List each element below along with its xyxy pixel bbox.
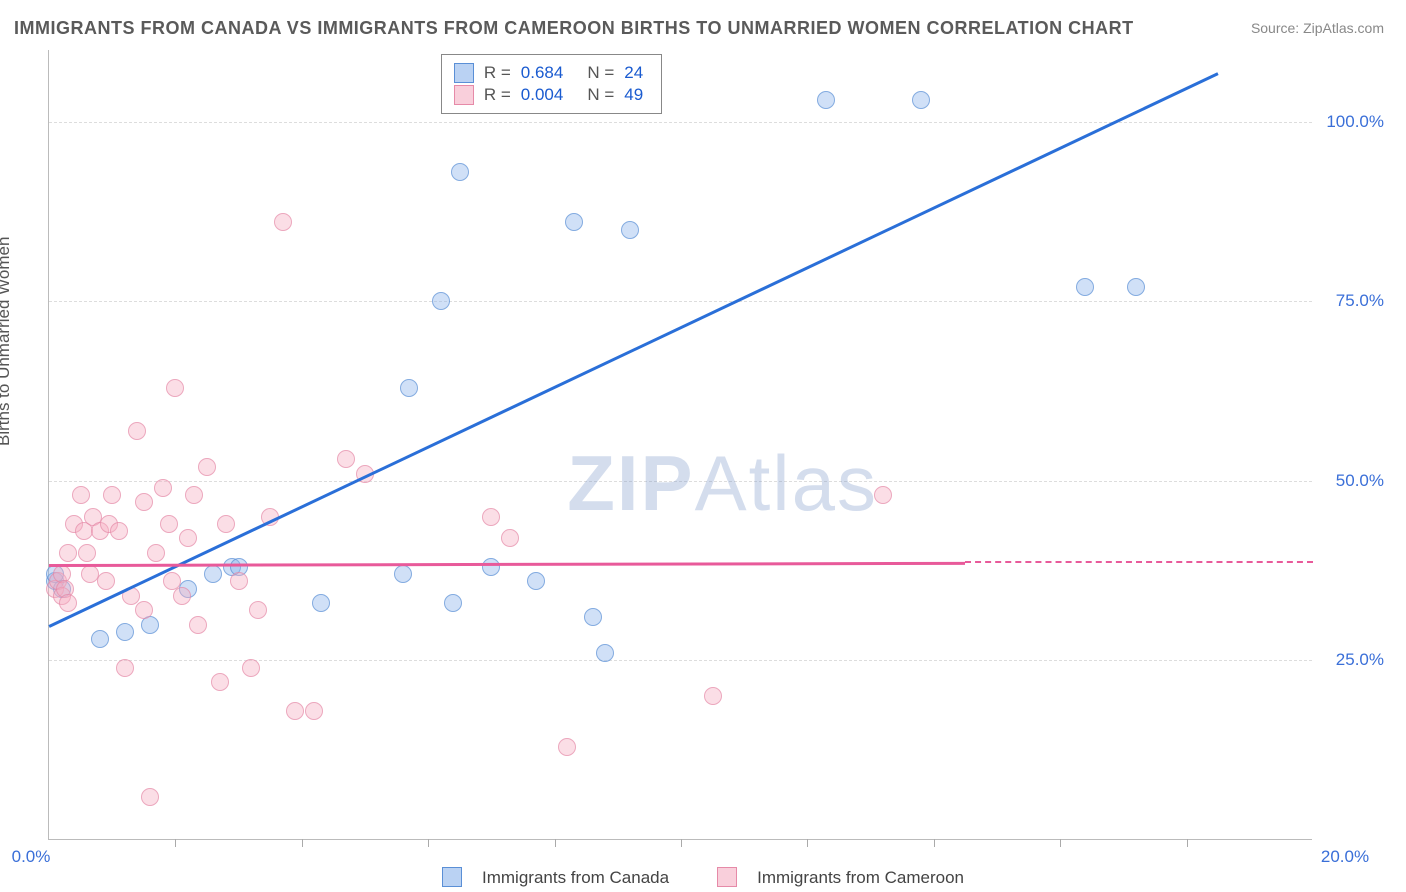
scatter-point (147, 544, 165, 562)
scatter-point (242, 659, 260, 677)
scatter-point (141, 788, 159, 806)
scatter-point (135, 601, 153, 619)
scatter-point (211, 673, 229, 691)
x-tick (175, 839, 176, 847)
scatter-point (189, 616, 207, 634)
scatter-point (166, 379, 184, 397)
legend-swatch (454, 63, 474, 83)
legend-swatch (717, 867, 737, 887)
scatter-point (337, 450, 355, 468)
scatter-point (584, 608, 602, 626)
scatter-point (91, 630, 109, 648)
scatter-point (59, 594, 77, 612)
regression-line (48, 72, 1218, 627)
legend-r-label: R = (484, 85, 511, 105)
x-tick (428, 839, 429, 847)
scatter-point (482, 558, 500, 576)
regression-line (965, 561, 1313, 563)
legend-n-label: N = (587, 85, 614, 105)
scatter-point (204, 565, 222, 583)
scatter-point (312, 594, 330, 612)
x-tick (302, 839, 303, 847)
scatter-point (621, 221, 639, 239)
scatter-point (451, 163, 469, 181)
scatter-point (874, 486, 892, 504)
y-axis-title: Births to Unmarried Women (0, 237, 14, 446)
scatter-point (394, 565, 412, 583)
scatter-point (217, 515, 235, 533)
scatter-point (173, 587, 191, 605)
legend-r-label: R = (484, 63, 511, 83)
scatter-point (527, 572, 545, 590)
x-tick (681, 839, 682, 847)
legend-r-value[interactable]: 0.004 (521, 85, 564, 105)
source-label: Source: ZipAtlas.com (1251, 20, 1384, 36)
scatter-point (565, 213, 583, 231)
legend-n-value[interactable]: 49 (624, 85, 643, 105)
chart-title: IMMIGRANTS FROM CANADA VS IMMIGRANTS FRO… (14, 18, 1134, 39)
legend-series-label: Immigrants from Cameroon (757, 868, 964, 887)
scatter-point (817, 91, 835, 109)
gridline-h (49, 481, 1312, 482)
legend-correlation-box: R = 0.684 N = 24 R = 0.004 N = 49 (441, 54, 662, 114)
scatter-point (274, 213, 292, 231)
scatter-point (1076, 278, 1094, 296)
x-tick (555, 839, 556, 847)
scatter-point (912, 91, 930, 109)
scatter-point (154, 479, 172, 497)
legend-r-value[interactable]: 0.684 (521, 63, 564, 83)
x-tick (934, 839, 935, 847)
legend-series-label: Immigrants from Canada (482, 868, 669, 887)
scatter-point (286, 702, 304, 720)
scatter-point (305, 702, 323, 720)
gridline-h (49, 301, 1312, 302)
scatter-point (400, 379, 418, 397)
scatter-point (179, 529, 197, 547)
legend-n-value[interactable]: 24 (624, 63, 643, 83)
scatter-point (135, 493, 153, 511)
x-tick (807, 839, 808, 847)
scatter-point (482, 508, 500, 526)
scatter-point (78, 544, 96, 562)
scatter-point (230, 572, 248, 590)
scatter-point (128, 422, 146, 440)
scatter-point (501, 529, 519, 547)
scatter-point (97, 572, 115, 590)
scatter-point (596, 644, 614, 662)
gridline-h (49, 660, 1312, 661)
y-tick-label: 50.0% (1336, 471, 1384, 491)
scatter-point (116, 659, 134, 677)
x-tick (1060, 839, 1061, 847)
scatter-point (110, 522, 128, 540)
scatter-point (116, 623, 134, 641)
scatter-point (432, 292, 450, 310)
watermark: ZIPAtlas (567, 438, 878, 529)
legend-swatch (454, 85, 474, 105)
x-tick-label: 0.0% (12, 847, 51, 867)
legend-bottom: Immigrants from Canada Immigrants from Ca… (0, 867, 1406, 888)
scatter-point (704, 687, 722, 705)
x-tick (1187, 839, 1188, 847)
y-tick-label: 100.0% (1326, 112, 1384, 132)
chart-area: 25.0%50.0%75.0%100.0%0.0%20.0%ZIPAtlasR … (48, 50, 1312, 840)
scatter-point (103, 486, 121, 504)
legend-n-label: N = (587, 63, 614, 83)
scatter-point (160, 515, 178, 533)
gridline-h (49, 122, 1312, 123)
scatter-point (198, 458, 216, 476)
y-tick-label: 25.0% (1336, 650, 1384, 670)
x-tick-label: 20.0% (1321, 847, 1369, 867)
scatter-point (185, 486, 203, 504)
scatter-point (59, 544, 77, 562)
legend-swatch (442, 867, 462, 887)
scatter-point (72, 486, 90, 504)
scatter-point (1127, 278, 1145, 296)
y-tick-label: 75.0% (1336, 291, 1384, 311)
scatter-point (558, 738, 576, 756)
scatter-point (444, 594, 462, 612)
scatter-point (249, 601, 267, 619)
